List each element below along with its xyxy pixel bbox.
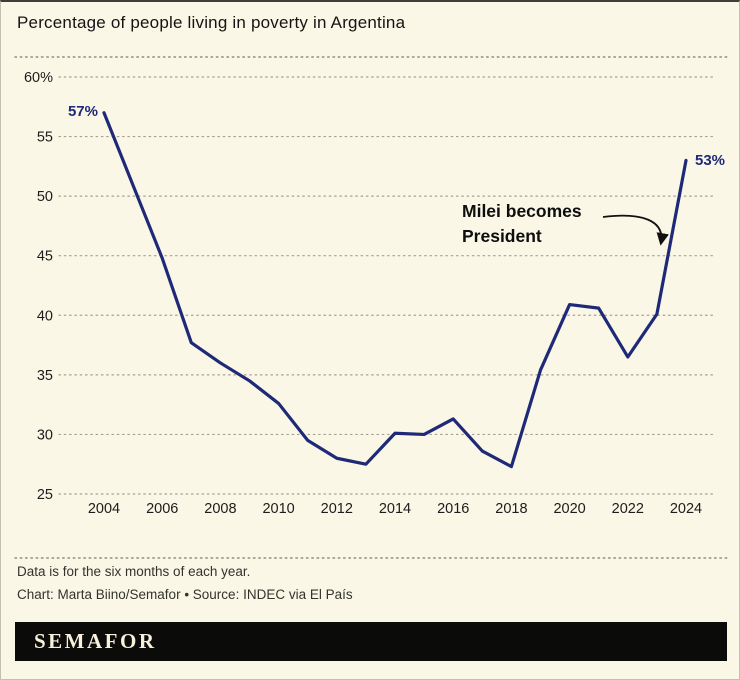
y-tick-label: 50	[37, 189, 53, 205]
y-tick-label: 25	[37, 487, 53, 503]
semafor-logo-bar: SEMAFOR	[15, 622, 727, 661]
y-tick-label: 30	[37, 427, 53, 443]
x-tick-label: 2010	[262, 501, 294, 517]
footer-credit: Chart: Marta Biino/Semafor • Source: IND…	[17, 587, 353, 602]
milei-annotation-line1: Milei becomes	[462, 201, 582, 221]
x-tick-label: 2006	[146, 501, 178, 517]
y-tick-label: 60%	[24, 70, 53, 86]
annotation-arrow	[602, 214, 669, 246]
gridlines	[58, 76, 716, 495]
x-tick-label: 2016	[437, 501, 469, 517]
x-tick-label: 2020	[553, 501, 585, 517]
milei-annotation: Milei becomes President	[462, 199, 582, 249]
x-tick-label: 2022	[612, 501, 644, 517]
x-tick-label: 2004	[88, 501, 120, 517]
x-tick-label: 2018	[495, 501, 527, 517]
semafor-wordmark: SEMAFOR	[34, 629, 157, 653]
poverty-line-series	[102, 111, 688, 469]
chart-title: Percentage of people living in poverty i…	[17, 13, 406, 32]
x-tick-label: 2008	[204, 501, 236, 517]
milei-annotation-line2: President	[462, 226, 542, 246]
y-tick-label: 55	[37, 130, 53, 146]
end-value-label: 53%	[695, 152, 726, 169]
x-tick-label: 2012	[321, 501, 353, 517]
y-tick-label: 40	[37, 308, 53, 324]
x-axis-labels: 2004 2006 2008 2010 2012 2014 2016 2018 2020 2022…	[88, 501, 702, 517]
x-tick-label: 2024	[670, 501, 702, 517]
y-tick-label: 45	[37, 249, 53, 265]
y-axis-labels: 60% 55 50 45 40 35 30 25	[24, 70, 53, 503]
start-value-label: 57%	[67, 103, 98, 120]
footer-note: Data is for the six months of each year.	[17, 564, 251, 579]
y-tick-label: 35	[37, 368, 53, 384]
x-tick-label: 2014	[379, 501, 411, 517]
